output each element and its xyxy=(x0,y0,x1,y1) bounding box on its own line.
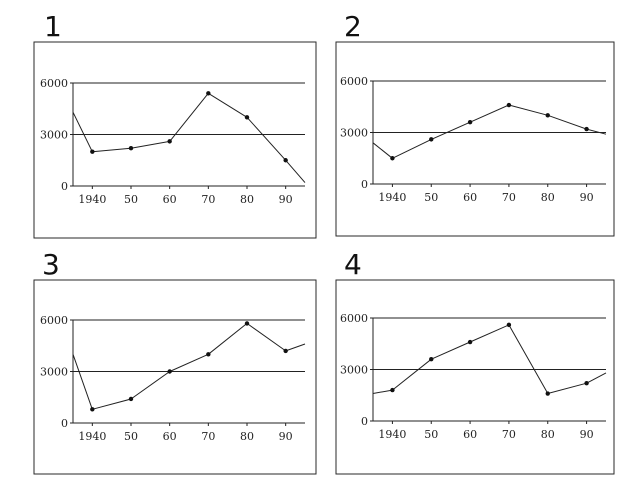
data-point-1950 xyxy=(429,137,434,142)
data-point-1970 xyxy=(506,322,512,328)
x-tick-label: 90 xyxy=(279,193,293,206)
panel-number-label: 4 xyxy=(344,248,362,281)
panel-frame xyxy=(33,279,317,475)
data-point-1970 xyxy=(206,352,211,357)
data-point-1990 xyxy=(283,348,288,354)
data-point-1940 xyxy=(390,387,395,393)
y-tick-label: 0 xyxy=(61,417,68,430)
x-tick-label: 50 xyxy=(124,193,138,206)
data-point-1990 xyxy=(584,381,589,386)
y-tick-label: 6000 xyxy=(40,77,68,90)
x-tick-label: 70 xyxy=(502,191,516,204)
chart-panel-1: 1 0 3000 6000 1940 50 60 70 80 90 xyxy=(33,10,317,239)
y-tick-label: 6000 xyxy=(340,312,368,325)
data-point-1940 xyxy=(90,149,95,154)
x-tick-label: 70 xyxy=(502,428,516,441)
x-tick-label: 1940 xyxy=(378,428,406,441)
panel-number-label: 2 xyxy=(344,10,362,43)
data-point-1990 xyxy=(584,126,589,132)
y-tick-label: 3000 xyxy=(340,127,368,140)
data-point-1960 xyxy=(467,339,473,345)
x-tick-label: 1940 xyxy=(78,430,106,443)
x-tick-label: 60 xyxy=(163,430,177,443)
x-tick-label: 1940 xyxy=(378,191,406,204)
x-tick-label: 80 xyxy=(541,428,555,441)
x-tick-label: 60 xyxy=(463,428,477,441)
chart-panel-2: 2 0 3000 6000 1940 50 60 70 80 90 xyxy=(335,10,615,237)
x-tick-label: 70 xyxy=(201,193,215,206)
data-point-1980 xyxy=(244,321,250,326)
y-tick-label: 0 xyxy=(361,415,368,428)
y-tick-label: 0 xyxy=(361,178,368,191)
chart-panel-4: 4 0 3000 6000 1940 50 60 70 80 90 xyxy=(335,248,615,475)
panel-frame xyxy=(335,279,615,475)
chart-panel-3: 3 0 3000 6000 1940 50 60 70 80 90 xyxy=(33,248,317,475)
series-line xyxy=(372,324,607,394)
data-point-1950 xyxy=(128,146,134,151)
series-line xyxy=(372,104,607,159)
data-point-1990 xyxy=(283,158,288,163)
series-line xyxy=(72,322,306,410)
panel-number-label: 3 xyxy=(42,248,60,281)
data-point-1980 xyxy=(545,391,550,396)
series-line xyxy=(72,92,306,183)
data-point-1960 xyxy=(467,120,473,125)
x-tick-label: 50 xyxy=(424,191,438,204)
panel-frame xyxy=(33,41,317,239)
y-tick-label: 3000 xyxy=(40,129,68,142)
data-point-1940 xyxy=(90,407,95,412)
x-tick-label: 70 xyxy=(201,430,215,443)
y-tick-label: 3000 xyxy=(40,366,68,379)
data-point-1970 xyxy=(206,91,211,96)
data-point-1970 xyxy=(506,102,512,108)
x-tick-label: 90 xyxy=(580,428,594,441)
x-tick-label: 80 xyxy=(240,193,254,206)
x-tick-label: 60 xyxy=(463,191,477,204)
data-point-1950 xyxy=(429,357,434,362)
data-point-1980 xyxy=(545,113,550,118)
x-tick-label: 50 xyxy=(124,430,138,443)
data-point-1960 xyxy=(167,139,172,144)
y-tick-label: 6000 xyxy=(340,75,368,88)
data-point-1960 xyxy=(167,369,172,374)
x-tick-label: 50 xyxy=(424,428,438,441)
x-tick-label: 90 xyxy=(279,430,293,443)
x-tick-label: 60 xyxy=(163,193,177,206)
data-point-1940 xyxy=(390,156,395,161)
y-tick-label: 3000 xyxy=(340,364,368,377)
x-tick-label: 80 xyxy=(541,191,555,204)
panel-number-label: 1 xyxy=(44,10,62,43)
x-tick-label: 90 xyxy=(580,191,594,204)
data-point-1950 xyxy=(128,396,134,402)
x-tick-label: 1940 xyxy=(78,193,106,206)
data-point-1980 xyxy=(244,115,250,120)
panel-frame xyxy=(335,41,615,237)
y-tick-label: 6000 xyxy=(40,314,68,327)
y-tick-label: 0 xyxy=(61,180,68,193)
x-tick-label: 80 xyxy=(240,430,254,443)
